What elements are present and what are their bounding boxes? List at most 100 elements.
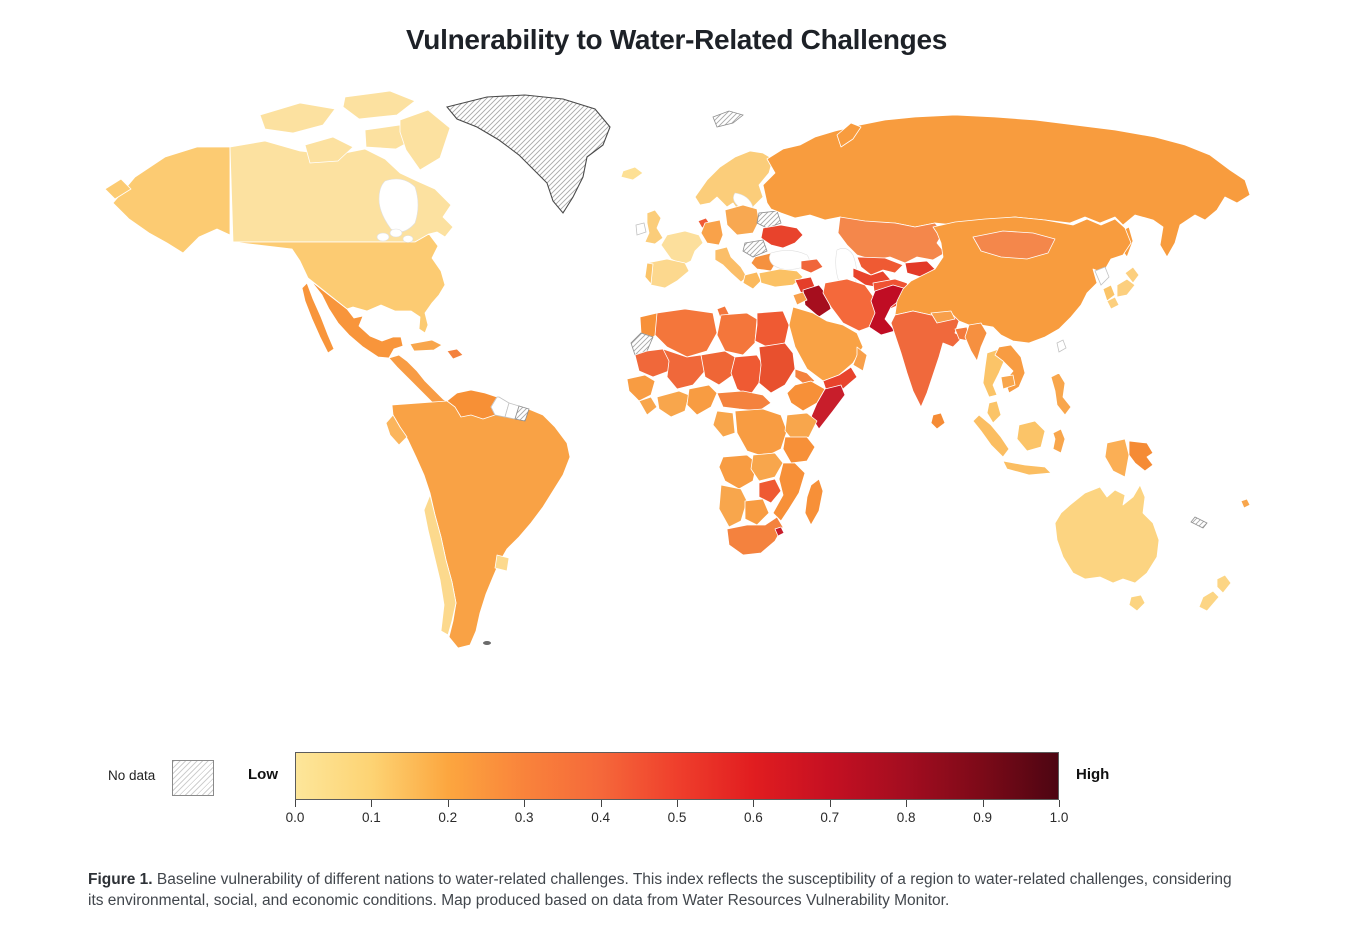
region-canada-arctic-island-4 bbox=[304, 136, 354, 164]
region-malaysia bbox=[986, 400, 1002, 424]
great-lakes-2 bbox=[389, 228, 403, 238]
region-egypt bbox=[754, 310, 790, 348]
falkland-islands bbox=[483, 641, 491, 645]
region-australia bbox=[1054, 484, 1160, 584]
region-sudan bbox=[758, 342, 796, 394]
region-oman bbox=[852, 346, 868, 372]
region-taiwan-missing bbox=[1056, 339, 1067, 353]
region-ecuador bbox=[385, 414, 408, 446]
region-greece bbox=[742, 271, 762, 290]
region-baffin-island bbox=[399, 109, 451, 171]
region-scandinavia bbox=[694, 150, 774, 214]
region-japan-north bbox=[1124, 266, 1140, 284]
region-mongolia bbox=[972, 230, 1056, 260]
hudson-bay bbox=[378, 178, 419, 233]
region-sulawesi bbox=[1052, 428, 1066, 454]
region-mali bbox=[662, 348, 706, 390]
region-venezuela bbox=[446, 389, 498, 420]
region-chad bbox=[730, 354, 764, 398]
figure-caption-label: Figure 1. bbox=[88, 871, 153, 888]
region-india bbox=[890, 310, 964, 408]
region-somalia bbox=[810, 384, 846, 430]
region-botswana bbox=[744, 498, 770, 526]
region-ukraine bbox=[760, 224, 804, 249]
region-nigeria bbox=[686, 384, 718, 416]
region-fiji bbox=[1240, 498, 1251, 509]
region-alaska-west-tip bbox=[104, 178, 132, 200]
region-japan-honshu bbox=[1116, 278, 1136, 298]
region-alaska bbox=[112, 146, 231, 254]
region-tasmania bbox=[1128, 594, 1146, 612]
region-japan-south bbox=[1106, 296, 1120, 310]
great-lakes-3 bbox=[402, 235, 414, 243]
region-java bbox=[1002, 460, 1052, 476]
world-map bbox=[104, 90, 1251, 649]
region-uruguay bbox=[494, 554, 510, 572]
region-sierra-leone-liberia bbox=[638, 396, 658, 416]
world-map-container bbox=[95, 85, 1265, 690]
region-iceland bbox=[620, 166, 644, 181]
region-borneo bbox=[1016, 420, 1046, 452]
region-new-zealand-south bbox=[1198, 590, 1220, 612]
legend-no-data-label: No data bbox=[108, 768, 156, 783]
region-south-america-mainland bbox=[391, 389, 571, 649]
region-caucasus bbox=[800, 258, 824, 274]
legend-axis: 0.0 0.1 0.2 0.3 0.4 0.5 0.6 0.7 0.8 0.9 … bbox=[285, 800, 1069, 825]
region-cameroon-car bbox=[716, 390, 772, 412]
region-mexico-baja bbox=[301, 282, 335, 354]
region-ivory-coast-ghana bbox=[656, 390, 690, 418]
region-zambia bbox=[750, 452, 784, 482]
region-france bbox=[660, 230, 704, 266]
region-germany bbox=[700, 219, 724, 246]
region-tanzania bbox=[782, 436, 816, 464]
region-jordan-israel bbox=[792, 291, 808, 306]
region-nepal bbox=[930, 310, 956, 324]
region-algeria bbox=[654, 308, 718, 358]
region-madagascar bbox=[804, 478, 824, 526]
region-drc bbox=[734, 408, 788, 458]
region-uzbekistan bbox=[856, 256, 904, 276]
region-senegal-guinea bbox=[626, 374, 656, 402]
region-portugal bbox=[644, 262, 654, 285]
region-poland-baltics bbox=[724, 204, 760, 236]
region-belarus-nodata bbox=[756, 210, 782, 229]
region-china bbox=[894, 216, 1132, 344]
region-gabon-congo bbox=[712, 410, 736, 438]
region-uganda-kenya bbox=[784, 412, 818, 444]
region-french-guiana-nodata bbox=[514, 405, 530, 422]
region-italy bbox=[714, 246, 748, 283]
region-canada-arctic-island-2 bbox=[342, 90, 416, 120]
region-libya bbox=[716, 312, 758, 356]
region-sumatra bbox=[972, 414, 1010, 458]
region-papua-new-guinea bbox=[1128, 440, 1154, 472]
figure-caption-text: Baseline vulnerability of different nati… bbox=[88, 871, 1232, 909]
region-new-caledonia-nodata bbox=[1190, 516, 1208, 529]
region-niger bbox=[700, 350, 736, 386]
region-kazakhstan bbox=[837, 216, 946, 264]
region-united-kingdom bbox=[644, 209, 664, 245]
region-mozambique bbox=[772, 462, 806, 522]
region-hispaniola bbox=[446, 348, 464, 360]
region-svalbard-nodata bbox=[712, 110, 744, 128]
region-new-zealand-north bbox=[1216, 574, 1232, 594]
legend-low-label: Low bbox=[248, 766, 278, 783]
region-cambodia bbox=[1000, 374, 1016, 390]
legend-high-label: High bbox=[1076, 766, 1110, 783]
region-saudi-arabia bbox=[788, 306, 864, 382]
region-sri-lanka bbox=[930, 412, 946, 430]
region-chile bbox=[423, 494, 457, 636]
region-ireland-missing bbox=[635, 222, 647, 236]
region-namibia bbox=[718, 484, 748, 528]
region-north-korea-missing bbox=[1094, 266, 1110, 286]
region-greenland-nodata bbox=[446, 94, 611, 214]
region-indonesian-papua bbox=[1104, 438, 1130, 478]
region-novaya-zemlya bbox=[836, 122, 862, 148]
region-canada-arctic-island-1 bbox=[259, 102, 336, 134]
region-angola bbox=[718, 454, 758, 490]
region-eswatini bbox=[774, 526, 785, 537]
page-title: Vulnerability to Water-Related Challenge… bbox=[405, 24, 948, 55]
region-ethiopia bbox=[786, 380, 826, 412]
region-cuba bbox=[409, 339, 443, 352]
region-south-korea bbox=[1102, 284, 1116, 302]
region-hungary-slovakia-nodata bbox=[742, 239, 768, 258]
